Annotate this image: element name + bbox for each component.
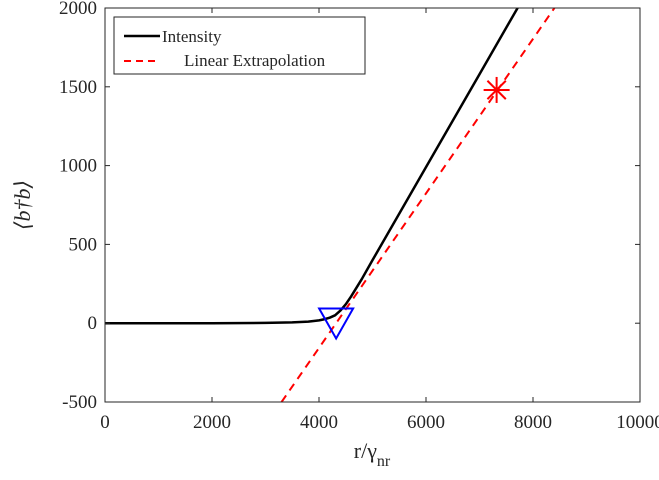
legend: Intensity Linear Extrapolation: [113, 16, 366, 75]
axes-box: [104, 7, 641, 403]
x-tick-label: 8000: [514, 412, 552, 433]
x-tick-label: 10000: [616, 412, 659, 433]
y-axis-label: ⟨b†b⟩: [10, 180, 35, 230]
triangle-down-marker: [317, 307, 355, 341]
series-line-linear-extrapolation: [280, 8, 556, 402]
asterisk-marker: [483, 76, 510, 103]
y-tick-label: 0: [88, 313, 98, 334]
x-tick-label: 0: [100, 412, 110, 433]
x-tick-label: 6000: [407, 412, 445, 433]
legend-box: [113, 16, 366, 75]
x-axis-label: r/γnr: [354, 438, 391, 470]
asterisk-marker-arm: [486, 80, 507, 100]
legend-label-extrapolation: Linear Extrapolation: [184, 51, 326, 70]
y-tick-label: 2000: [59, 0, 97, 19]
y-tick-label: 1000: [59, 156, 97, 177]
y-tick-label: -500: [62, 392, 97, 413]
x-tick-label: 2000: [193, 412, 231, 433]
marker-layer: [317, 76, 510, 341]
y-tick-label: 500: [69, 234, 98, 255]
tick-layer: 0 2000 4000 6000 8000 10000-50005001000150020…: [59, 0, 659, 433]
x-axis-label-main: r/γ: [354, 438, 377, 463]
legend-label-intensity: Intensity: [162, 27, 222, 46]
y-tick-label: 1500: [59, 77, 97, 98]
series-line-intensity: [105, 8, 520, 325]
x-axis-label-subscript: nr: [377, 453, 391, 470]
series-layer: [105, 8, 556, 402]
x-tick-label: 4000: [300, 412, 338, 433]
